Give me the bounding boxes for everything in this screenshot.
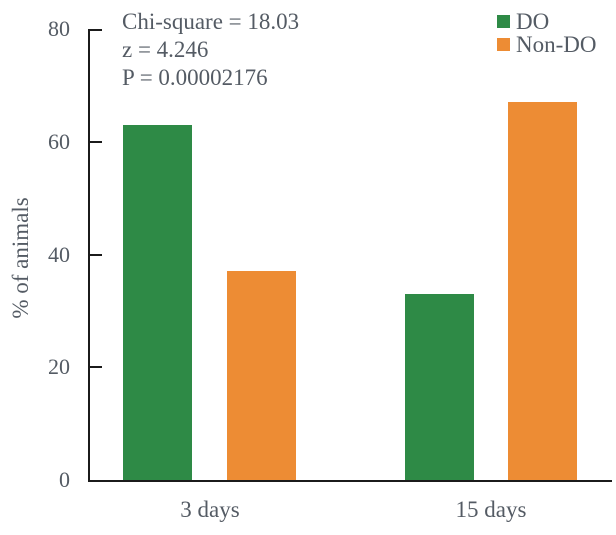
y-tick <box>90 366 102 369</box>
y-tick-label: 80 <box>48 16 70 41</box>
legend-item-non-do: Non-DO <box>497 31 597 57</box>
y-tick <box>90 140 102 143</box>
bar-non-do-15-days <box>508 102 577 480</box>
stat-line-p: P = 0.00002176 <box>122 65 268 90</box>
legend-item-do: DO <box>497 8 597 34</box>
plot-area <box>88 29 612 482</box>
y-tick-label: 60 <box>48 128 70 154</box>
x-category-label: 15 days <box>455 497 527 522</box>
bar-do-3-days <box>123 125 192 480</box>
x-category-label: 3 days <box>180 497 240 522</box>
legend: DO Non-DO <box>497 8 597 57</box>
do-color-swatch <box>497 15 510 28</box>
bar-do-15-days <box>405 294 474 480</box>
legend-label-do: DO <box>516 8 550 34</box>
y-tick-label: 40 <box>48 241 70 267</box>
stats-annotation: Chi-square = 18.03 z = 4.246 P = 0.00002… <box>122 8 299 92</box>
stat-line-z: z = 4.246 <box>122 37 209 62</box>
y-tick-label: 20 <box>48 354 70 380</box>
y-tick <box>90 253 102 256</box>
y-tick-label: 0 <box>59 467 70 492</box>
y-tick <box>90 29 102 31</box>
bar-non-do-3-days <box>227 271 296 480</box>
stat-line-chi-square: Chi-square = 18.03 <box>122 9 300 34</box>
legend-label-non-do: Non-DO <box>516 31 597 57</box>
non-do-color-swatch <box>497 38 510 51</box>
